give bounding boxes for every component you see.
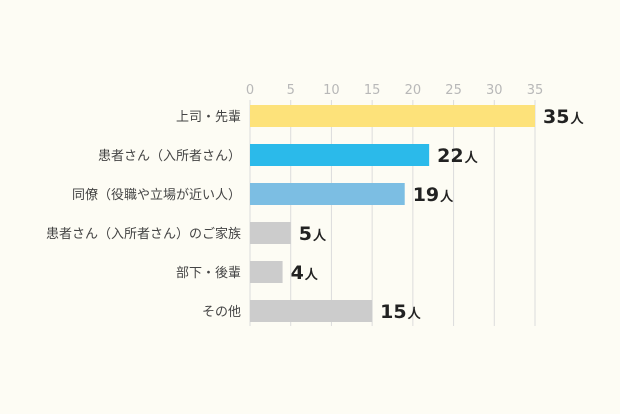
value-label: 4人 [291,262,319,284]
value-unit: 人 [305,267,319,283]
grid-lines [249,100,536,326]
value-unit: 人 [570,111,584,127]
value-label: 35人 [543,106,584,128]
category-label: 患者さん（入所者さん）のご家族 [46,226,241,242]
bar [250,144,430,166]
x-tick-label: 5 [287,83,295,98]
value-unit: 人 [313,228,327,244]
category-label: その他 [202,305,241,320]
bar [250,261,283,283]
x-tick-label: 0 [246,83,254,98]
value-unit: 人 [440,189,454,205]
x-tick-label: 25 [445,83,462,98]
bar [250,300,373,322]
value-unit: 人 [408,306,422,322]
bars [250,105,535,322]
value-unit: 人 [465,150,479,166]
bar [250,105,535,127]
x-tick-label: 30 [486,83,503,98]
value-number: 35 [543,106,569,128]
bar [250,183,405,205]
value-number: 5 [299,223,312,245]
category-label: 上司・先輩 [176,110,241,125]
x-tick-label: 35 [527,83,544,98]
bar [250,222,291,244]
value-number: 4 [291,262,304,284]
value-label: 15人 [380,301,421,323]
category-label: 部下・後輩 [176,266,241,281]
x-tick-label: 15 [364,83,381,98]
x-axis-ticks: 0 5 10 15 20 25 30 35 [246,83,543,98]
value-number: 15 [380,301,406,323]
value-label: 19人 [413,184,454,206]
category-label: 同僚（役職や立場が近い人） [72,188,241,203]
value-number: 19 [413,184,439,206]
x-tick-label: 20 [405,83,422,98]
value-number: 22 [437,145,463,167]
x-tick-label: 10 [323,83,340,98]
category-label: 患者さん（入所者さん） [98,149,241,164]
value-label: 5人 [299,223,327,245]
value-label: 22人 [437,145,478,167]
